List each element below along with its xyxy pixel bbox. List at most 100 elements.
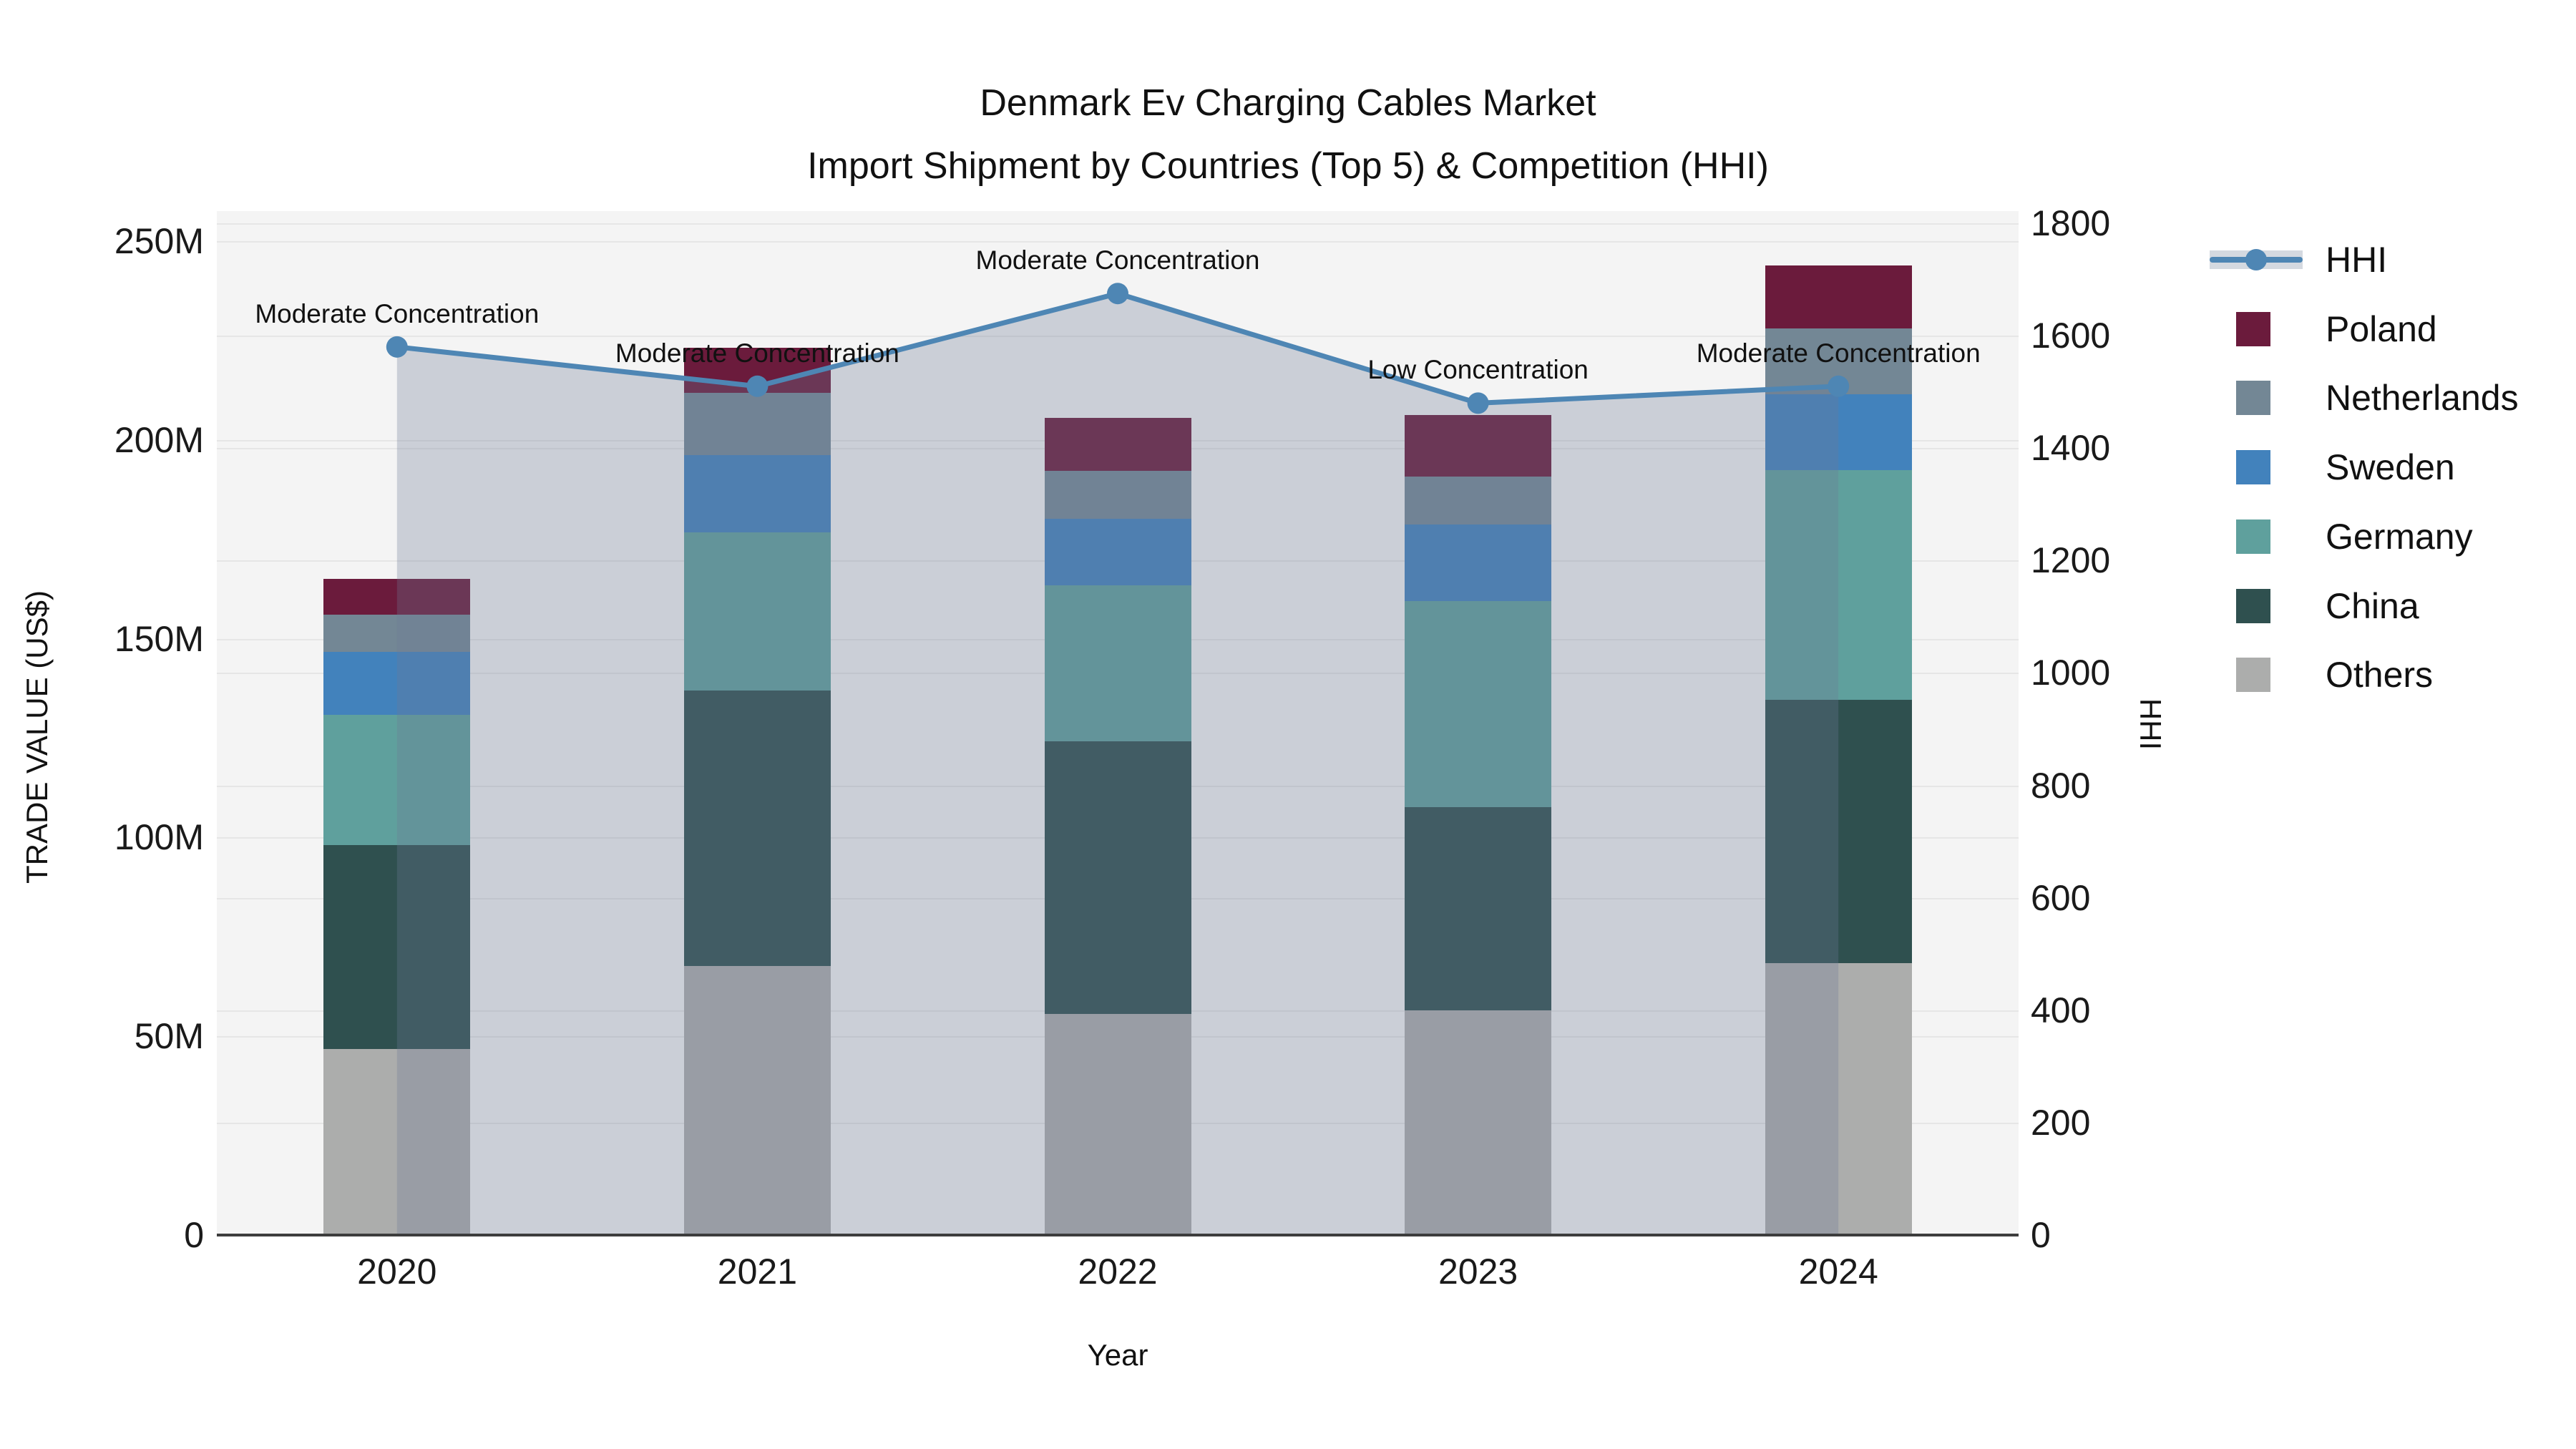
chart-title: Denmark Ev Charging Cables Market bbox=[980, 82, 1596, 124]
legend-sample-germany bbox=[2210, 502, 2317, 571]
bar-segment-2024-china bbox=[1765, 700, 1912, 963]
legend-sample-netherlands bbox=[2210, 364, 2317, 432]
legend-swatch-germany bbox=[2236, 519, 2270, 554]
bar-segment-2020-germany bbox=[323, 714, 471, 845]
legend-label-poland: Poland bbox=[2326, 308, 2437, 349]
legend-item-netherlands: Netherlands bbox=[2210, 364, 2519, 432]
y-left-tick-50M: 50M bbox=[134, 1016, 204, 1057]
gridline-left-250M bbox=[217, 241, 2019, 243]
bar-segment-2021-netherlands bbox=[683, 393, 831, 456]
bar-segment-2024-others bbox=[1765, 962, 1912, 1235]
legend-sample-others bbox=[2210, 640, 2317, 709]
y-left-tick-200M: 200M bbox=[114, 419, 204, 460]
gridline-right-1600 bbox=[217, 336, 2019, 338]
y-right-tick-200: 200 bbox=[2031, 1102, 2091, 1143]
y-right-tick-400: 400 bbox=[2031, 990, 2091, 1030]
hhi-marker-2020 bbox=[386, 336, 408, 358]
legend-sample-sweden bbox=[2210, 433, 2317, 502]
bar-segment-2020-poland bbox=[323, 578, 471, 615]
legend-swatch-others bbox=[2236, 658, 2270, 693]
bar-segment-2021-sweden bbox=[683, 455, 831, 532]
bar-segment-2024-poland bbox=[1765, 265, 1912, 328]
legend-swatch-poland bbox=[2236, 311, 2270, 346]
annotation-2023: Low Concentration bbox=[1367, 355, 1589, 385]
legend-swatch-netherlands bbox=[2236, 381, 2270, 416]
hhi-marker-2022 bbox=[1107, 283, 1128, 305]
x-tick-2024: 2024 bbox=[1798, 1252, 1878, 1292]
gridline-right-1800 bbox=[217, 223, 2019, 225]
y-left-tick-250M: 250M bbox=[114, 221, 204, 261]
bar-segment-2023-germany bbox=[1405, 601, 1552, 808]
bar-segment-2020-china bbox=[323, 844, 471, 1049]
legend-label-hhi: HHI bbox=[2326, 240, 2388, 280]
bar-segment-2023-netherlands bbox=[1405, 477, 1552, 525]
x-tick-2021: 2021 bbox=[717, 1252, 798, 1292]
x-tick-2022: 2022 bbox=[1078, 1252, 1158, 1292]
y-right-tick-1400: 1400 bbox=[2031, 428, 2111, 469]
hhi-area-band bbox=[396, 293, 1839, 1235]
bar-segment-2022-sweden bbox=[1044, 519, 1191, 586]
y-axis-title-right: HHI bbox=[2134, 698, 2167, 751]
bar-segment-2022-others bbox=[1044, 1014, 1191, 1235]
annotation-2024: Moderate Concentration bbox=[1696, 338, 1981, 368]
hhi-marker-2021 bbox=[746, 375, 769, 397]
bar-segment-2020-others bbox=[323, 1048, 471, 1235]
annotation-2022: Moderate Concentration bbox=[975, 245, 1260, 275]
legend-swatch-china bbox=[2236, 588, 2270, 623]
hhi-legend-marker bbox=[2245, 249, 2267, 270]
x-axis-title: Year bbox=[1087, 1338, 1148, 1372]
legend-label-netherlands: Netherlands bbox=[2326, 378, 2519, 419]
y-right-tick-1600: 1600 bbox=[2031, 316, 2111, 356]
legend-item-hhi: HHI bbox=[2210, 225, 2387, 294]
bar-segment-2023-china bbox=[1405, 807, 1552, 1011]
legend-sample-china bbox=[2210, 572, 2317, 640]
bar-segment-2020-sweden bbox=[323, 651, 471, 715]
x-tick-2023: 2023 bbox=[1438, 1252, 1518, 1292]
bar-segment-2021-germany bbox=[683, 532, 831, 691]
bar-segment-2024-sweden bbox=[1765, 394, 1912, 470]
y-axis-title-left: TRADE VALUE (US$) bbox=[20, 590, 54, 884]
legend-sample-poland bbox=[2210, 295, 2317, 364]
legend-item-others: Others bbox=[2210, 640, 2433, 709]
legend-item-poland: Poland bbox=[2210, 295, 2437, 364]
y-left-tick-0: 0 bbox=[184, 1215, 204, 1255]
y-left-tick-100M: 100M bbox=[114, 817, 204, 858]
y-right-tick-800: 800 bbox=[2031, 765, 2091, 806]
bar-segment-2022-netherlands bbox=[1044, 471, 1191, 519]
chart-subtitle: Import Shipment by Countries (Top 5) & C… bbox=[807, 145, 1769, 187]
chart-title-block: Denmark Ev Charging Cables Market Import… bbox=[0, 72, 2576, 197]
legend-label-sweden: Sweden bbox=[2326, 447, 2455, 488]
bar-segment-2020-netherlands bbox=[323, 614, 471, 652]
bar-segment-2024-germany bbox=[1765, 470, 1912, 701]
y-right-tick-0: 0 bbox=[2031, 1215, 2051, 1255]
legend-label-china: China bbox=[2326, 585, 2419, 626]
x-axis-spine bbox=[217, 1234, 2019, 1236]
y-right-tick-1800: 1800 bbox=[2031, 203, 2111, 243]
bar-segment-2021-china bbox=[683, 690, 831, 966]
x-tick-2020: 2020 bbox=[357, 1252, 437, 1292]
bar-segment-2023-poland bbox=[1405, 415, 1552, 477]
legend-label-others: Others bbox=[2326, 655, 2434, 696]
bar-segment-2022-china bbox=[1044, 741, 1191, 1015]
bar-segment-2022-poland bbox=[1044, 418, 1191, 472]
bar-segment-2021-others bbox=[683, 965, 831, 1235]
y-left-tick-150M: 150M bbox=[114, 618, 204, 659]
legend-label-germany: Germany bbox=[2326, 516, 2473, 557]
y-right-tick-600: 600 bbox=[2031, 877, 2091, 918]
hhi-marker-2024 bbox=[1828, 375, 1850, 397]
y-right-tick-1000: 1000 bbox=[2031, 653, 2111, 693]
annotation-2021: Moderate Concentration bbox=[615, 338, 899, 368]
legend-item-sweden: Sweden bbox=[2210, 433, 2455, 502]
bar-segment-2023-others bbox=[1405, 1010, 1552, 1235]
bar-segment-2022-germany bbox=[1044, 585, 1191, 741]
legend-swatch-sweden bbox=[2236, 450, 2270, 485]
annotation-2020: Moderate Concentration bbox=[255, 298, 540, 328]
y-right-tick-1200: 1200 bbox=[2031, 540, 2111, 581]
hhi-marker-2023 bbox=[1467, 392, 1489, 414]
bar-segment-2023-sweden bbox=[1405, 524, 1552, 602]
legend-sample-hhi bbox=[2210, 225, 2317, 294]
legend-item-germany: Germany bbox=[2210, 502, 2473, 571]
legend-item-china: China bbox=[2210, 572, 2419, 640]
